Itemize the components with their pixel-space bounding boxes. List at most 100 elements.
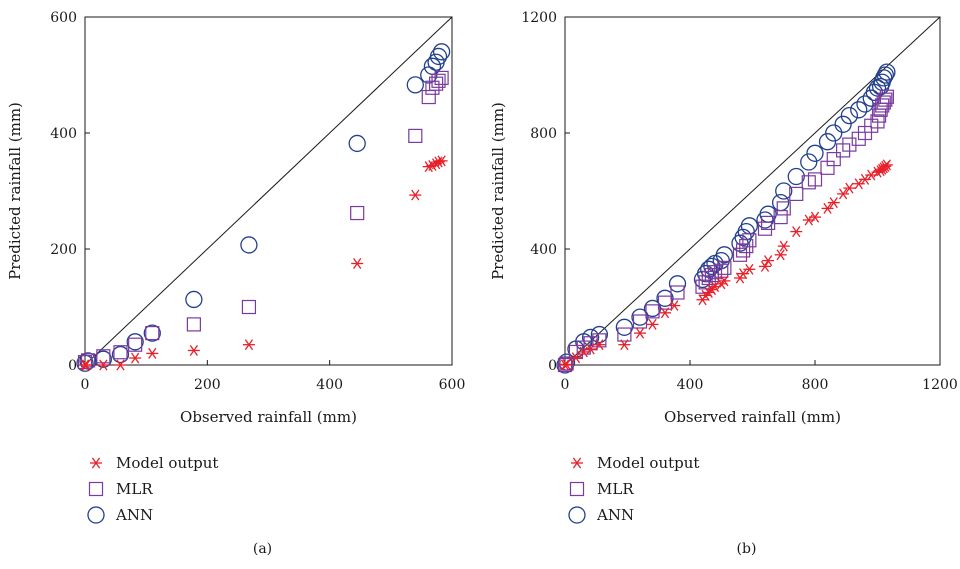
mlr-point [350,205,365,221]
legend-label-ann: ANN [115,506,153,524]
y-tick-label: 400 [530,242,557,258]
ann-point [834,115,852,133]
legend-label-model-output: Model output [597,454,699,472]
series-mlr [557,89,894,373]
model-output-point [668,300,681,312]
model-output-point [759,260,771,272]
mlr-point [408,128,423,143]
model-output-point [584,343,597,355]
model-output-point [718,275,731,287]
legend-marker-mlr [569,481,585,497]
mlr-point [128,337,143,352]
x-tick-label: 400 [316,377,343,393]
model-output-point [774,249,787,261]
mlr-point [870,114,885,129]
model-output-point [809,211,821,223]
ann-point [800,153,818,171]
x-tick-label: 0 [561,377,570,393]
ann-point [656,289,674,307]
mlr-point [241,299,257,315]
ann-point [756,211,774,229]
mlr-point [657,295,673,310]
y-tick-label: 400 [50,126,77,142]
model-output-point [634,327,646,339]
mlr-point [145,326,160,341]
y-tick-label: 200 [50,242,77,258]
ann-point [429,47,448,66]
legend-label-mlr: MLR [597,480,634,498]
ann-point [111,345,130,364]
ann-point [818,133,837,151]
x-axis-label: Observed rainfall (mm) [664,408,841,426]
model-output-point [859,173,871,185]
ann-point [825,124,843,142]
ann-point [590,325,609,344]
mlr-point [670,285,685,300]
model-output-point [762,255,775,267]
model-output-point [790,226,803,238]
ann-point [615,318,634,336]
mlr-point [434,70,449,86]
model-output-point [737,268,750,280]
mlr-point [617,327,632,342]
one-to-one-line [84,16,453,366]
x-axis-label: Observed rainfall (mm) [180,408,357,426]
y-tick-label: 0 [548,358,557,374]
ann-point [432,43,451,61]
ann-point [668,275,687,293]
ann-point [787,167,805,186]
legend-label-model-output: Model output [116,454,218,472]
model-output-point [114,359,127,371]
chart-panel-b: 0 400 800 1200 0 400 800 1200 Observed rainfall … [489,10,958,557]
ann-point [715,246,734,264]
model-output-point [80,359,93,371]
ann-point [240,236,258,254]
ann-point [703,257,721,276]
x-tick-label: 800 [802,377,829,393]
model-output-point [569,352,582,364]
legend-marker-model-output [571,457,583,469]
ann-point [631,308,649,326]
x-tick-label: 600 [439,377,466,393]
model-output-point [843,182,856,194]
mlr-point [186,317,201,332]
ann-point [840,106,859,125]
model-output-point [821,202,834,214]
mlr-point [632,314,648,329]
mlr-point [842,137,857,152]
legend-marker-mlr [88,481,104,497]
model-output-point [351,258,364,269]
legend: Model output MLR ANN [568,454,699,524]
mlr-point [807,172,823,187]
series-ann [76,43,451,372]
model-output-point [852,178,865,190]
ann-point [126,333,144,351]
legend-label-mlr: MLR [116,480,153,498]
model-output-point [618,339,631,351]
ann-point [406,76,424,94]
legend-marker-ann [87,506,105,524]
mlr-point [876,95,891,110]
ann-point [806,144,824,162]
model-output-point [146,347,159,359]
ann-point [876,66,894,84]
legend-label-ann: ANN [596,506,634,524]
ann-point [420,66,438,84]
mlr-point [742,233,757,248]
ann-point [737,222,755,241]
y-tick-label: 800 [530,126,557,142]
x-tick-label: 400 [677,377,704,393]
x-tick-label: 0 [81,377,90,393]
panel-caption: (b) [737,541,757,557]
mlr-point [428,76,444,91]
mlr-point [717,260,732,275]
y-axis-label: Predicted rainfall (mm) [489,102,507,280]
model-output-point [743,263,756,275]
mlr-point [789,186,804,201]
mlr-point [757,221,773,236]
series-model-output [79,155,448,371]
mlr-point [559,356,574,371]
series-model-output [559,159,893,371]
model-output-point [593,339,606,351]
